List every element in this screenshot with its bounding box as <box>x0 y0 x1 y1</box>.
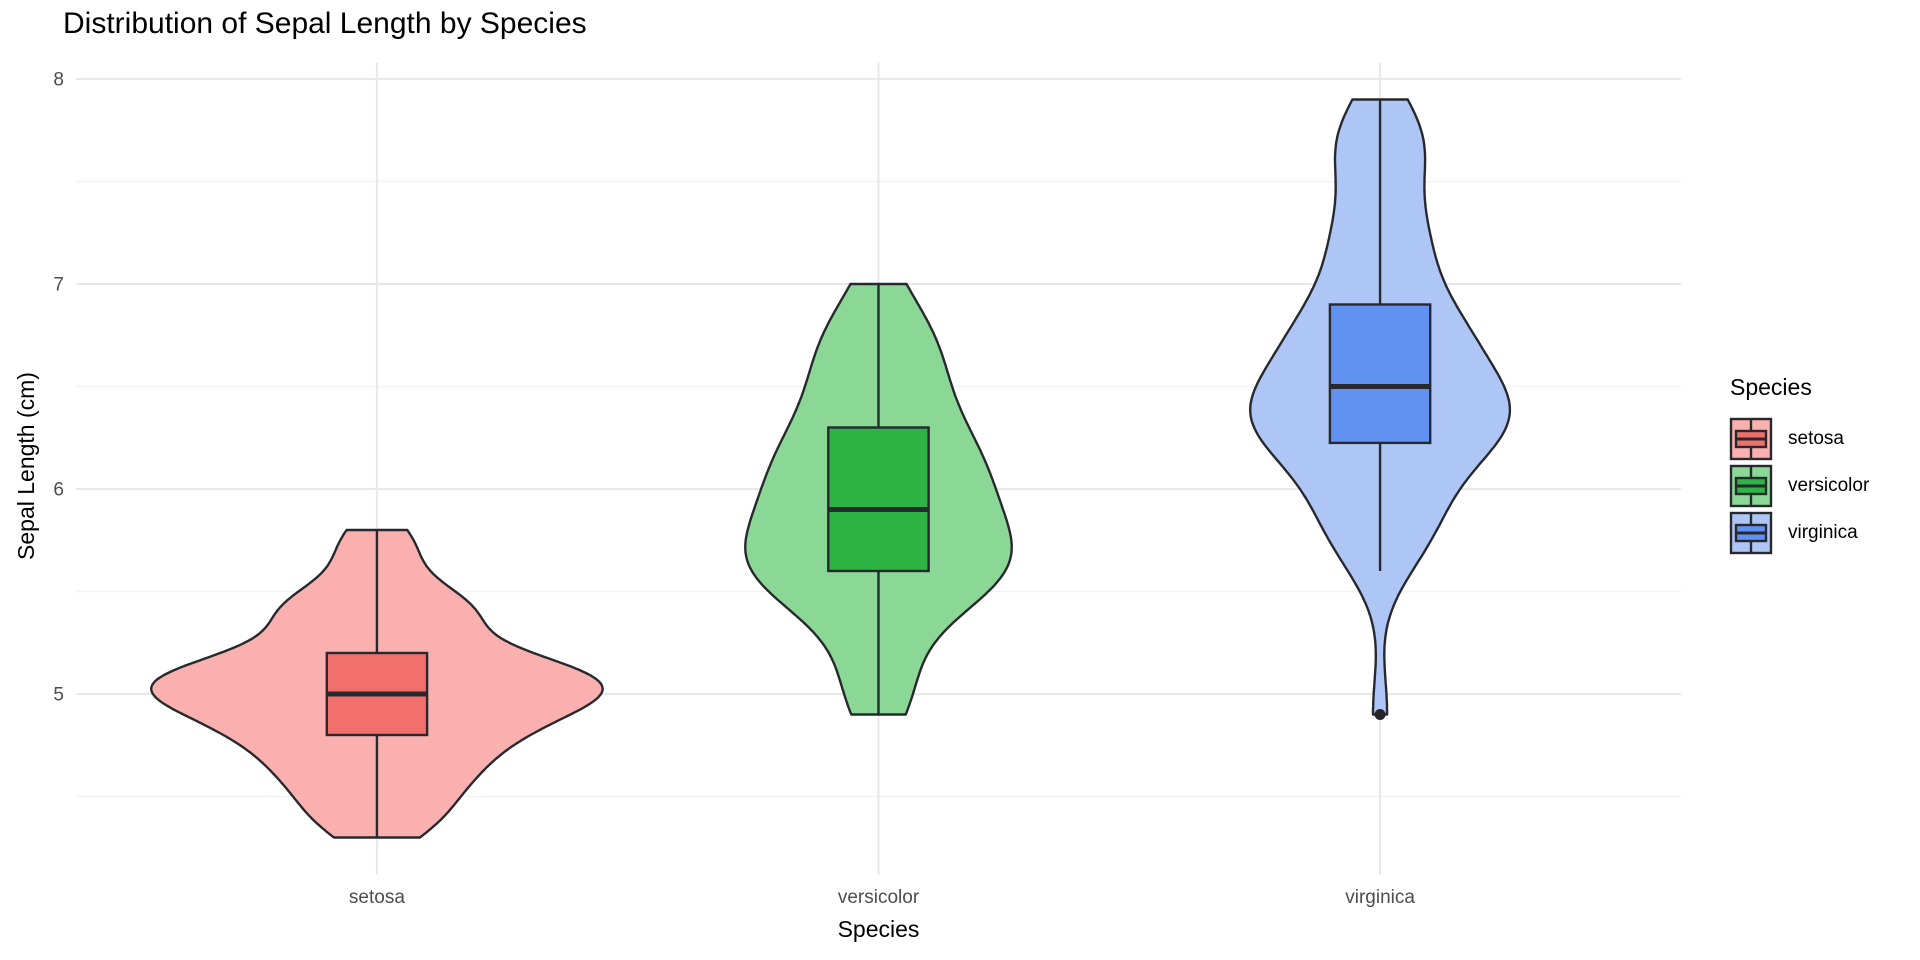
box-virginica <box>1328 303 1432 445</box>
legend-label-setosa: setosa <box>1788 428 1844 449</box>
legend-label-versicolor: versicolor <box>1788 475 1870 496</box>
legend-key-virginica <box>1729 511 1773 555</box>
legend-entries: setosa versicolor virginica <box>1729 417 1869 555</box>
x-category-label: versicolor <box>838 887 920 908</box>
legend-entry-versicolor: versicolor <box>1729 464 1869 508</box>
y-tick-label: 5 <box>53 685 64 706</box>
legend-title: Species <box>1730 374 1812 400</box>
legend-key-versicolor <box>1729 464 1773 508</box>
y-tick-label: 8 <box>53 70 64 91</box>
x-category-label: virginica <box>1345 887 1415 908</box>
y-tick-label: 7 <box>53 275 64 296</box>
legend-key-setosa <box>1729 417 1773 461</box>
legend: Species setosa versicolor virginica <box>1729 374 1869 558</box>
outlier-point-virginica <box>1374 709 1386 720</box>
chart-title: Distribution of Sepal Length by Species <box>63 7 587 40</box>
y-axis-title: Sepal Length (cm) <box>13 372 39 560</box>
x-axis-title: Species <box>837 916 920 942</box>
legend-label-virginica: virginica <box>1788 522 1858 543</box>
legend-entry-virginica: virginica <box>1729 511 1869 555</box>
box-versicolor <box>827 426 930 573</box>
x-category-label: setosa <box>349 887 405 908</box>
legend-entry-setosa: setosa <box>1729 417 1869 461</box>
y-tick-label: 6 <box>53 480 64 501</box>
